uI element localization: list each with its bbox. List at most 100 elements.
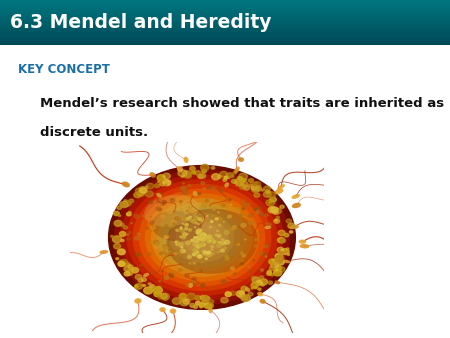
Circle shape <box>236 247 238 248</box>
Circle shape <box>192 171 196 174</box>
Circle shape <box>135 284 142 289</box>
Ellipse shape <box>166 209 258 274</box>
Circle shape <box>203 303 211 308</box>
Circle shape <box>193 262 196 264</box>
Text: KEY CONCEPT: KEY CONCEPT <box>18 64 110 76</box>
Circle shape <box>209 240 211 242</box>
Circle shape <box>163 246 168 250</box>
Circle shape <box>202 236 207 240</box>
Ellipse shape <box>170 309 176 314</box>
Circle shape <box>137 233 140 235</box>
Circle shape <box>241 223 246 227</box>
Circle shape <box>147 253 151 256</box>
Circle shape <box>211 287 213 289</box>
Circle shape <box>183 299 190 304</box>
Circle shape <box>251 185 258 190</box>
Circle shape <box>239 184 246 189</box>
Circle shape <box>184 274 189 277</box>
Bar <box>0 44 450 45</box>
Circle shape <box>211 167 215 169</box>
Circle shape <box>173 223 175 224</box>
Circle shape <box>224 247 226 249</box>
Circle shape <box>270 266 273 268</box>
Circle shape <box>140 264 142 266</box>
Circle shape <box>199 306 202 308</box>
Circle shape <box>198 255 202 258</box>
Circle shape <box>184 237 185 238</box>
Circle shape <box>261 189 264 191</box>
Circle shape <box>192 278 196 281</box>
Circle shape <box>213 241 216 243</box>
Circle shape <box>241 295 250 301</box>
Circle shape <box>198 223 199 224</box>
Circle shape <box>162 203 165 205</box>
Circle shape <box>198 174 203 178</box>
Circle shape <box>265 214 268 216</box>
Circle shape <box>230 267 234 270</box>
Circle shape <box>195 268 198 270</box>
Circle shape <box>142 215 145 217</box>
Circle shape <box>207 251 211 254</box>
Circle shape <box>192 281 195 283</box>
Ellipse shape <box>245 287 250 292</box>
Circle shape <box>244 203 247 206</box>
Circle shape <box>240 214 243 217</box>
Circle shape <box>280 205 284 209</box>
Circle shape <box>270 208 274 210</box>
Circle shape <box>236 182 241 186</box>
Bar <box>0 12 450 14</box>
Circle shape <box>212 253 213 254</box>
Ellipse shape <box>120 174 284 300</box>
Circle shape <box>248 292 253 296</box>
Circle shape <box>255 239 257 241</box>
Circle shape <box>165 184 167 186</box>
Bar <box>0 30 450 31</box>
Circle shape <box>202 244 203 245</box>
Circle shape <box>216 285 218 286</box>
Circle shape <box>180 203 181 204</box>
Circle shape <box>163 173 171 179</box>
Circle shape <box>190 167 195 171</box>
Circle shape <box>251 276 255 279</box>
Circle shape <box>226 176 230 178</box>
Circle shape <box>164 236 168 239</box>
Circle shape <box>217 244 221 247</box>
Bar <box>0 10 450 11</box>
Ellipse shape <box>126 179 278 296</box>
Circle shape <box>261 284 264 286</box>
Circle shape <box>210 227 211 228</box>
Circle shape <box>265 256 267 257</box>
Circle shape <box>279 251 283 254</box>
Circle shape <box>173 252 177 255</box>
Circle shape <box>159 281 161 282</box>
Circle shape <box>252 187 259 193</box>
Circle shape <box>202 237 205 239</box>
Circle shape <box>176 244 178 245</box>
Circle shape <box>249 221 253 225</box>
Bar <box>0 11 450 12</box>
Circle shape <box>221 280 226 284</box>
Circle shape <box>217 175 222 178</box>
Circle shape <box>278 230 285 236</box>
Circle shape <box>121 239 124 242</box>
Ellipse shape <box>300 244 310 248</box>
Circle shape <box>226 257 229 259</box>
Bar <box>0 0 450 1</box>
Circle shape <box>124 266 131 271</box>
Circle shape <box>236 208 240 211</box>
Circle shape <box>195 222 198 224</box>
Circle shape <box>167 210 172 214</box>
Circle shape <box>129 232 131 233</box>
Circle shape <box>165 224 168 227</box>
Circle shape <box>212 208 214 210</box>
Circle shape <box>202 243 205 246</box>
Circle shape <box>224 231 229 234</box>
Circle shape <box>140 284 144 287</box>
Circle shape <box>171 271 175 274</box>
Circle shape <box>270 197 276 202</box>
Circle shape <box>190 304 195 307</box>
Ellipse shape <box>132 184 271 291</box>
Ellipse shape <box>156 193 162 198</box>
Circle shape <box>186 210 188 212</box>
Circle shape <box>183 191 188 195</box>
